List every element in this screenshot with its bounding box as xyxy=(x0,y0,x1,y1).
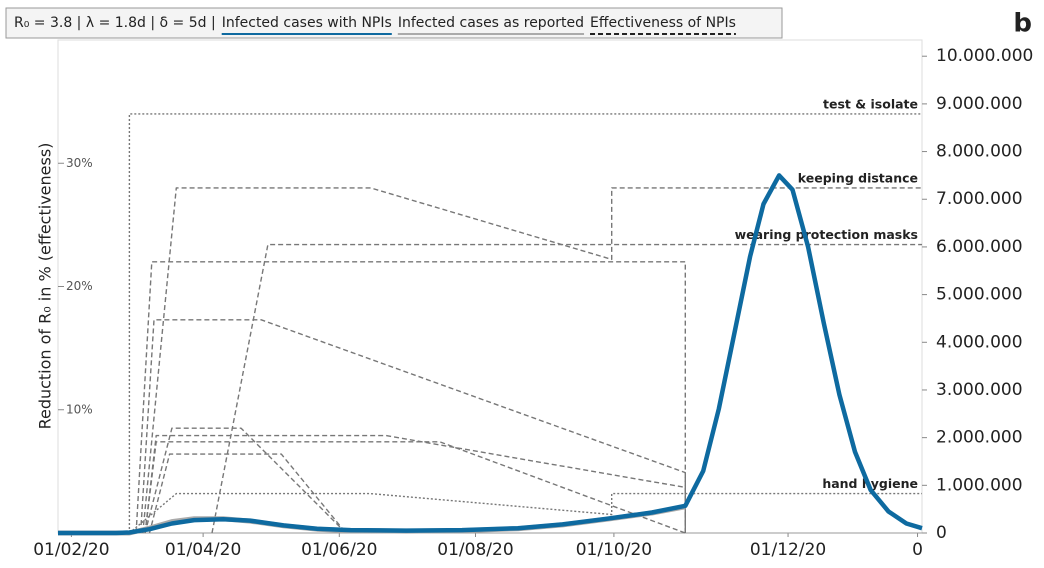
series-line xyxy=(139,319,686,534)
y2-tick-label: 7.000.000 xyxy=(936,189,1023,209)
y-tick-label: 20% xyxy=(66,279,93,293)
y2-tick-label: 2.000.000 xyxy=(936,428,1023,448)
x-tick-label: 01/08/20 xyxy=(437,540,513,560)
y-tick-label: 30% xyxy=(66,156,93,170)
y2-tick-label: 1.000.000 xyxy=(936,475,1023,495)
series-line xyxy=(135,261,686,534)
series-line xyxy=(58,173,923,536)
npi-label: test & isolate xyxy=(823,96,918,111)
legend-label: Infected cases as reported xyxy=(398,15,584,31)
legend-box xyxy=(5,7,783,39)
x-tick-label: 01/10/20 xyxy=(576,540,652,560)
x-tick-label: 01/06/20 xyxy=(301,540,377,560)
y-tick-label: 10% xyxy=(66,402,93,416)
x-tick-label: 01/04/20 xyxy=(165,540,241,560)
y2-tick-label: 10.000.000 xyxy=(936,46,1033,66)
y2-tick-label: 8.000.000 xyxy=(936,142,1023,162)
legend-label: Effectiveness of NPIs xyxy=(590,15,736,31)
series-line xyxy=(128,492,922,534)
npi-label: wearing protection masks xyxy=(735,227,918,242)
series-line xyxy=(148,453,347,534)
x-tick-label: 0 xyxy=(912,540,923,560)
series-line xyxy=(142,187,922,534)
y2-tick-label: 9.000.000 xyxy=(936,94,1023,114)
y2-tick-label: 4.000.000 xyxy=(936,332,1023,352)
y2-tick-label: 0 xyxy=(936,523,947,543)
x-tick-label: 01/12/20 xyxy=(750,540,826,560)
series-line xyxy=(211,243,922,534)
npi-label: keeping distance xyxy=(798,170,918,185)
legend-label: Infected cases with NPIs xyxy=(222,15,392,31)
panel-label: b xyxy=(1013,9,1032,39)
y2-tick-label: 5.000.000 xyxy=(936,285,1023,305)
y-axis-label: Reduction of R₀ in % (effectiveness) xyxy=(36,143,55,430)
y2-tick-label: 3.000.000 xyxy=(936,380,1023,400)
y2-tick-label: 6.000.000 xyxy=(936,237,1023,257)
series-line xyxy=(144,441,686,534)
params: R₀ = 3.8 | λ = 1.8d | δ = 5d | xyxy=(14,15,216,31)
x-tick-label: 01/02/20 xyxy=(33,540,109,560)
series-line xyxy=(144,427,347,534)
